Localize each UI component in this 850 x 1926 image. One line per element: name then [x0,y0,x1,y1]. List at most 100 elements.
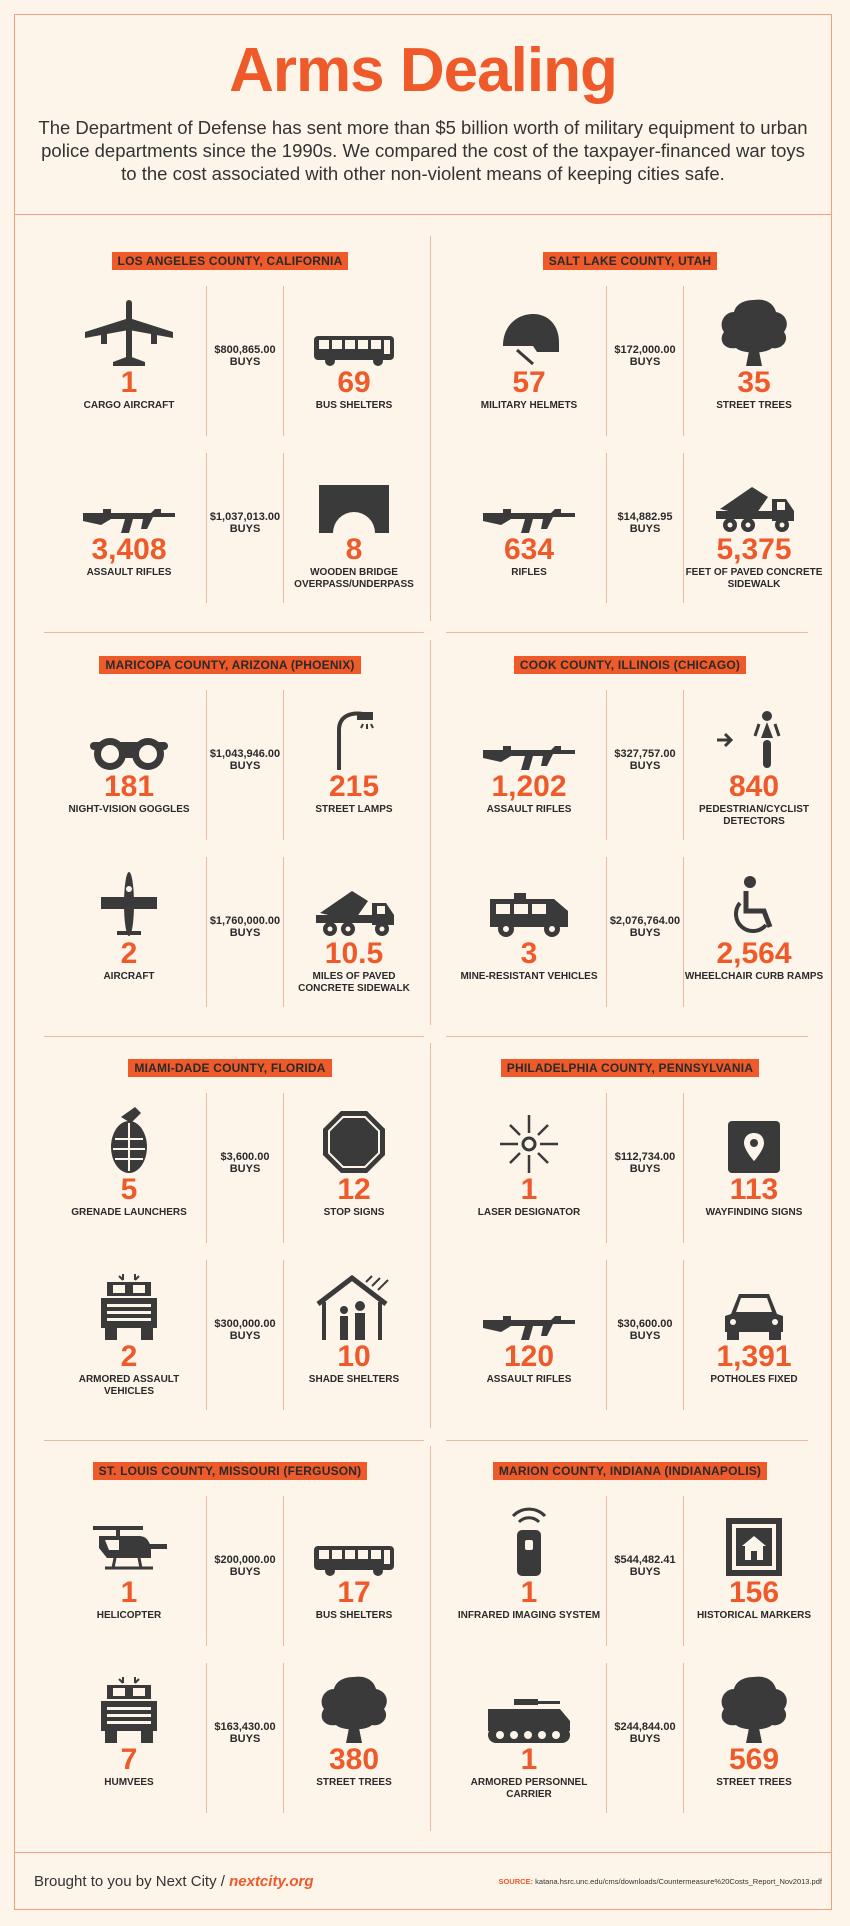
military-count: 1 [520,1576,538,1609]
military-item: 1,202 ASSAULT RIFLES [454,690,604,840]
region-7: MARION COUNTY, INDIANA (INDIANAPOLIS) 1 IN… [432,1446,828,1826]
military-item: 181 NIGHT-VISION GOGGLES [54,690,204,840]
civic-label: STREET TREES [716,1777,792,1788]
region-1: SALT LAKE COUNTY, UTAH 57 MILITARY HELMETS… [432,236,828,616]
brought-by: Brought to you by Next City / nextcity.o… [34,1873,314,1890]
military-item: 1 ARMORED PERSONNEL CARRIER [454,1663,604,1813]
civic-count: 156 [728,1576,780,1609]
wayfinding-sign-icon [684,1093,824,1175]
civic-count: 840 [728,770,780,803]
civic-count: 5,375 [716,533,792,566]
cost-amount: $172,000.00 [614,344,676,356]
source-url[interactable]: katana.hsrc.unc.edu/cms/downloads/Counte… [535,1877,822,1886]
civic-label: BUS SHELTERS [315,1610,393,1621]
nextcity-link[interactable]: nextcity.org [229,1873,314,1890]
comparison-row: 634 RIFLES $14,882.95 BUYS 5,375 FEET OF PAVE… [432,453,828,603]
stop-sign-icon [284,1093,424,1175]
cost-amount: $800,865.00 [214,344,276,356]
region-title-label: MIAMI-DADE COUNTY, FLORIDA [128,1059,332,1077]
civic-count: 215 [328,770,380,803]
cost-column: $172,000.00 BUYS [606,286,684,436]
buys-label: BUYS [629,927,661,939]
civic-label: PEDESTRIAN/CYCLIST DETECTORS [698,804,809,827]
comparison-row: 181 NIGHT-VISION GOGGLES $1,043,946.00 BUYS… [32,690,428,840]
military-count: 3 [520,937,538,970]
region-title: COOK COUNTY, ILLINOIS (CHICAGO) [432,656,828,680]
buys-label: BUYS [629,523,661,535]
military-label: ARMORED PERSONNEL CARRIER [470,1777,588,1800]
region-title: MARION COUNTY, INDIANA (INDIANAPOLIS) [432,1462,828,1486]
source-note: SOURCE: katana.hsrc.unc.edu/cms/download… [498,1877,822,1886]
region-title-label: MARION COUNTY, INDIANA (INDIANAPOLIS) [492,1462,768,1480]
comparison-row: 1 CARGO AIRCRAFT $800,865.00 BUYS 69 BUS SHEL… [32,286,428,436]
military-count: 1,202 [491,770,567,803]
civic-item: 5,375 FEET OF PAVED CONCRETE SIDEWALK [684,453,824,603]
buys-label: BUYS [229,1566,261,1578]
military-label: LASER DESIGNATOR [477,1207,581,1218]
rifle-icon [454,690,604,772]
cost-column: $800,865.00 BUYS [206,286,284,436]
civic-count: 12 [337,1173,371,1206]
armored-vehicle-icon [54,1663,204,1745]
column-divider [430,640,431,1025]
intro-text: The Department of Defense has sent more … [38,117,808,184]
source-label: SOURCE: [498,1877,534,1886]
military-label: ARMORED ASSAULT VEHICLES [78,1374,180,1397]
rifle-icon [54,453,204,535]
military-label: ASSAULT RIFLES [86,567,172,578]
region-4: MIAMI-DADE COUNTY, FLORIDA 5 GRENADE LAUNC… [32,1043,428,1423]
cyclist-detector-icon [684,690,824,772]
military-label: HELICOPTER [96,1610,162,1621]
civic-count: 113 [729,1173,779,1206]
civic-count: 10.5 [324,937,384,970]
civic-count: 8 [345,533,363,566]
military-label: AIRCRAFT [103,971,155,982]
civic-label: WOODEN BRIDGE OVERPASS/UNDERPASS [294,567,414,590]
cost-value: $30,600.00 BUYS [607,1318,683,1342]
mine-resistant-vehicle-icon [454,857,604,939]
civic-item: 2,564 WHEELCHAIR CURB RAMPS [684,857,824,1007]
cost-column: $2,076,764.00 BUYS [606,857,684,1007]
cost-column: $327,757.00 BUYS [606,690,684,840]
aircraft-icon [54,857,204,939]
military-label: ASSAULT RIFLES [486,1374,572,1385]
cost-value: $14,882.95 BUYS [607,511,683,535]
cost-value: $200,000.00 BUYS [207,1554,283,1578]
civic-label: SHADE SHELTERS [308,1374,400,1385]
shade-shelter-icon [284,1260,424,1342]
buys-label: BUYS [629,1330,661,1342]
cost-column: $1,037,013.00 BUYS [206,453,284,603]
civic-item: 380 STREET TREES [284,1663,424,1813]
wheelchair-icon [684,857,824,939]
military-item: 7 HUMVEES [54,1663,204,1813]
region-title-label: SALT LAKE COUNTY, UTAH [542,252,718,270]
cost-amount: $3,600.00 [220,1151,270,1163]
civic-item: 113 WAYFINDING SIGNS [684,1093,824,1243]
laser-icon [454,1093,604,1175]
goggles-icon [54,690,204,772]
civic-item: 17 BUS SHELTERS [284,1496,424,1646]
column-divider [430,236,431,621]
civic-item: 8 WOODEN BRIDGE OVERPASS/UNDERPASS [284,453,424,603]
cost-column: $112,734.00 BUYS [606,1093,684,1243]
cost-column: $3,600.00 BUYS [206,1093,284,1243]
cost-value: $1,043,946.00 BUYS [207,748,283,772]
military-label: HUMVEES [104,1777,154,1788]
military-count: 1 [120,1576,138,1609]
cost-value: $2,076,764.00 BUYS [607,915,683,939]
tree-icon [284,1663,424,1745]
comparison-row: 120 ASSAULT RIFLES $30,600.00 BUYS 1,391 POTH… [432,1260,828,1410]
region-title-label: ST. LOUIS COUNTY, MISSOURI (FERGUSON) [92,1462,368,1480]
cost-column: $1,043,946.00 BUYS [206,690,284,840]
cost-value: $163,430.00 BUYS [207,1721,283,1745]
tree-icon [684,286,824,368]
cost-column: $30,600.00 BUYS [606,1260,684,1410]
cost-value: $244,844.00 BUYS [607,1721,683,1745]
cost-column: $544,482.41 BUYS [606,1496,684,1646]
bus-icon [284,286,424,368]
cargo-aircraft-icon [54,286,204,368]
comparison-row: 2 AIRCRAFT $1,760,000.00 BUYS 10.5 MILES OF P… [32,857,428,1007]
cost-column: $300,000.00 BUYS [206,1260,284,1410]
cost-value: $327,757.00 BUYS [607,748,683,772]
region-3: COOK COUNTY, ILLINOIS (CHICAGO) 1,202 ASSA… [432,640,828,1020]
